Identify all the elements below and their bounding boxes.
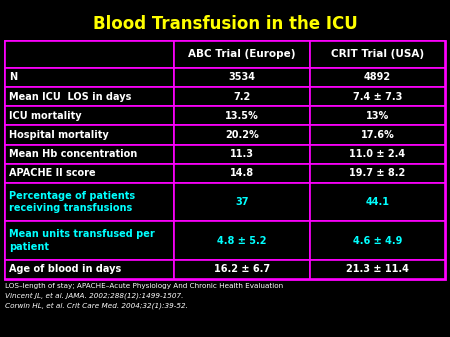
Bar xyxy=(5,87,175,106)
Text: CRIT Trial (USA): CRIT Trial (USA) xyxy=(331,50,424,59)
Bar xyxy=(175,164,310,183)
Bar xyxy=(5,68,175,87)
Text: 4.8 ± 5.2: 4.8 ± 5.2 xyxy=(217,236,267,246)
Bar xyxy=(175,221,310,260)
Bar xyxy=(175,260,310,279)
Text: LOS–length of stay; APACHE–Acute Physiology And Chronic Health Evaluation: LOS–length of stay; APACHE–Acute Physiol… xyxy=(5,283,283,289)
Text: Mean units transfused per
patient: Mean units transfused per patient xyxy=(9,229,155,252)
Text: 7.2: 7.2 xyxy=(234,92,251,102)
Bar xyxy=(5,260,175,279)
Bar xyxy=(310,164,445,183)
Text: Blood Transfusion in the ICU: Blood Transfusion in the ICU xyxy=(93,15,357,33)
Text: 11.3: 11.3 xyxy=(230,149,254,159)
Text: Corwin HL, et al. Crit Care Med. 2004;32(1):39-52.: Corwin HL, et al. Crit Care Med. 2004;32… xyxy=(5,302,188,309)
Text: 17.6%: 17.6% xyxy=(360,130,394,140)
Text: ABC Trial (Europe): ABC Trial (Europe) xyxy=(189,50,296,59)
Bar xyxy=(5,221,175,260)
Bar xyxy=(175,41,310,68)
Bar xyxy=(175,145,310,164)
Bar xyxy=(175,106,310,125)
Bar xyxy=(5,106,175,125)
Text: 4.6 ± 4.9: 4.6 ± 4.9 xyxy=(353,236,402,246)
Bar xyxy=(175,68,310,87)
Text: 19.7 ± 8.2: 19.7 ± 8.2 xyxy=(349,168,405,178)
Bar xyxy=(310,183,445,221)
Text: 37: 37 xyxy=(235,197,249,207)
Bar xyxy=(5,41,175,68)
Text: Age of blood in days: Age of blood in days xyxy=(9,265,121,274)
Text: Hospital mortality: Hospital mortality xyxy=(9,130,109,140)
Text: 11.0 ± 2.4: 11.0 ± 2.4 xyxy=(349,149,405,159)
Bar xyxy=(310,68,445,87)
Text: 4892: 4892 xyxy=(364,72,391,83)
Text: 13.5%: 13.5% xyxy=(225,111,259,121)
Text: 14.8: 14.8 xyxy=(230,168,254,178)
Text: Vincent JL, et al. JAMA. 2002;288(12):1499-1507.: Vincent JL, et al. JAMA. 2002;288(12):14… xyxy=(5,293,184,299)
Bar xyxy=(310,41,445,68)
Text: Percentage of patients
receiving transfusions: Percentage of patients receiving transfu… xyxy=(9,191,135,213)
Bar xyxy=(310,260,445,279)
Bar xyxy=(310,145,445,164)
Bar xyxy=(310,106,445,125)
Text: ICU mortality: ICU mortality xyxy=(9,111,81,121)
Bar xyxy=(5,41,445,279)
Bar xyxy=(5,125,175,145)
Bar xyxy=(310,125,445,145)
Bar xyxy=(5,183,175,221)
Bar xyxy=(5,164,175,183)
Bar xyxy=(175,125,310,145)
Text: 44.1: 44.1 xyxy=(365,197,389,207)
Text: N: N xyxy=(9,72,17,83)
Text: 7.4 ± 7.3: 7.4 ± 7.3 xyxy=(353,92,402,102)
Bar xyxy=(310,87,445,106)
Bar xyxy=(310,221,445,260)
Text: APACHE II score: APACHE II score xyxy=(9,168,95,178)
Text: Mean ICU  LOS in days: Mean ICU LOS in days xyxy=(9,92,131,102)
Bar xyxy=(175,183,310,221)
Text: 21.3 ± 11.4: 21.3 ± 11.4 xyxy=(346,265,409,274)
Bar xyxy=(5,145,175,164)
Bar xyxy=(175,87,310,106)
Text: 16.2 ± 6.7: 16.2 ± 6.7 xyxy=(214,265,270,274)
Text: Mean Hb concentration: Mean Hb concentration xyxy=(9,149,137,159)
Text: 20.2%: 20.2% xyxy=(225,130,259,140)
Text: 13%: 13% xyxy=(366,111,389,121)
Text: 3534: 3534 xyxy=(229,72,256,83)
